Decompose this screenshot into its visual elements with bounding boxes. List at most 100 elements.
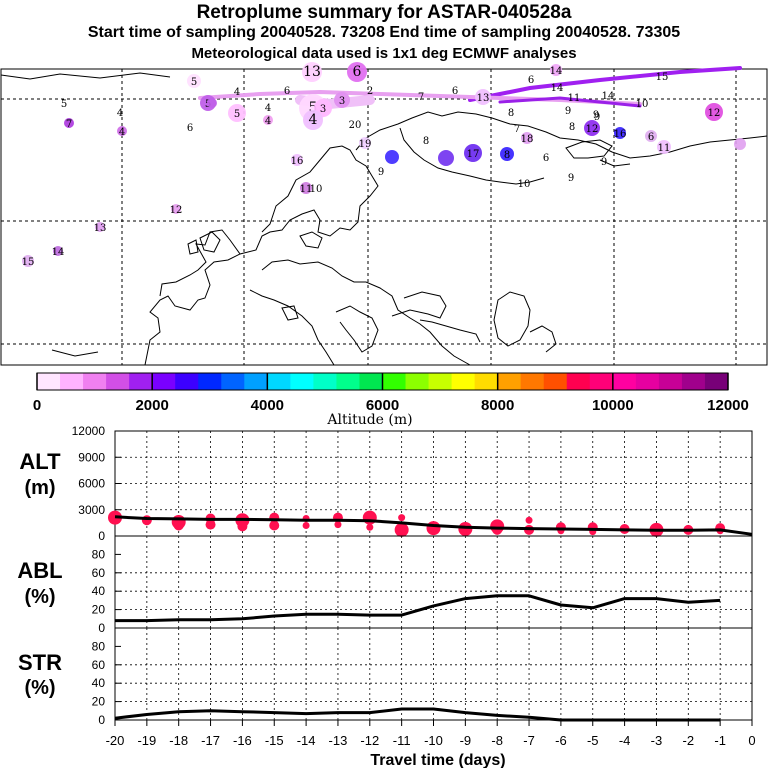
x-tick-label: -6 <box>555 733 567 748</box>
x-tick-label: -9 <box>460 733 472 748</box>
altitude-cluster-point <box>525 516 533 524</box>
altitude-cluster-point <box>366 523 374 531</box>
y-tick-label: 60 <box>92 566 106 580</box>
map-cluster-label: 6 <box>543 153 549 164</box>
colorbar-tick-label: 4000 <box>251 397 284 414</box>
x-tick-label: -17 <box>201 733 220 748</box>
map-cluster-marker <box>705 103 723 121</box>
map-cluster-marker <box>53 246 63 256</box>
y-tick-label: 0 <box>98 529 105 543</box>
map-cluster-marker <box>187 74 201 88</box>
trajectory-line <box>498 96 642 108</box>
altitude-cluster-point <box>458 522 473 536</box>
y-tick-label: 12000 <box>72 424 106 438</box>
map-cluster-marker <box>614 127 626 139</box>
altitude-cluster-point <box>237 521 248 532</box>
map-cluster-marker <box>263 115 273 125</box>
altitude-cluster-point <box>492 524 503 535</box>
panel-label: STR <box>18 650 62 675</box>
map-cluster-label: 8 <box>423 136 429 147</box>
map-cluster-marker <box>95 222 105 232</box>
colorbar-swatch <box>658 373 683 390</box>
map-panel: 1361415546253761361411141055454347899124… <box>0 62 768 366</box>
map-cluster-label: 16 <box>291 156 304 167</box>
map-cluster-label: 6 <box>284 86 290 97</box>
map-cluster-marker <box>645 130 657 142</box>
map-cluster-marker <box>171 204 181 214</box>
colorbar-label: Altitude (m) <box>326 412 412 428</box>
map-cluster-label: 4 <box>234 87 240 98</box>
map-cluster-label: 14 <box>602 91 615 102</box>
colorbar-swatch <box>175 373 199 390</box>
map-cluster-label: 9 <box>594 112 600 123</box>
trajectory-line <box>468 66 742 102</box>
map-cluster-marker <box>438 150 454 166</box>
map-cluster-label: 11 <box>568 93 581 104</box>
colorbar-swatch <box>60 373 84 390</box>
colorbar-tick-label: 8000 <box>481 397 514 414</box>
altitude-cluster-point <box>269 520 280 531</box>
map-cluster-label: 5 <box>61 99 67 110</box>
x-tick-label: -15 <box>265 733 284 748</box>
altitude-cluster-point <box>398 514 406 522</box>
panel-unit: (%) <box>24 586 55 608</box>
panel-label: ALT <box>19 449 61 474</box>
map-cluster-label: 8 <box>569 122 575 133</box>
x-tick-label: -4 <box>619 733 631 748</box>
altitude-cluster-point <box>302 522 310 529</box>
map-cluster-label: 20 <box>349 120 362 131</box>
x-axis-label: Travel time (days) <box>370 752 505 768</box>
map-cluster-label: 7 <box>418 92 424 103</box>
y-tick-label: 0 <box>98 621 105 635</box>
map-cluster-label: 14 <box>52 247 65 258</box>
y-tick-label: 20 <box>92 603 106 617</box>
map-cluster-label: 12 <box>708 108 721 119</box>
map-cluster-label: 5 <box>234 109 240 120</box>
x-tick-label: -2 <box>683 733 695 748</box>
x-tick-label: 0 <box>748 733 755 748</box>
colorbar-swatch <box>336 373 360 390</box>
colorbar-swatch <box>152 373 176 390</box>
meteo-info: Meteorological data used is 1x1 deg ECMW… <box>191 45 577 62</box>
map-cluster-marker <box>657 140 671 154</box>
map-cluster-marker <box>64 118 74 128</box>
map-cluster-label: 4 <box>119 127 125 138</box>
x-tick-label: -10 <box>424 733 443 748</box>
map-cluster-label: 10 <box>518 179 531 190</box>
map-cluster-label: 6 <box>452 86 458 97</box>
map-cluster-label: 4 <box>309 112 318 128</box>
colorbar-swatch <box>474 373 499 390</box>
y-tick-label: 0 <box>98 713 105 727</box>
y-tick-label: 6000 <box>78 477 105 491</box>
map-cluster-marker <box>22 255 34 267</box>
x-tick-label: -20 <box>106 733 125 748</box>
map-cluster-label: 13 <box>303 64 321 80</box>
map-cluster-label: 11 <box>300 184 313 195</box>
colorbar-swatch <box>543 373 568 390</box>
map-cluster-label: 3 <box>339 96 345 107</box>
x-tick-label: -8 <box>491 733 503 748</box>
y-tick-label: 40 <box>92 584 106 598</box>
map-cluster-label: 9 <box>568 173 574 184</box>
map-cluster-marker <box>464 144 482 162</box>
chart-title: Retroplume summary for ASTAR-040528a <box>196 2 572 23</box>
map-cluster-label: 10 <box>636 99 649 110</box>
colorbar-swatch <box>704 373 729 390</box>
panel-label: ABL <box>17 558 62 583</box>
x-tick-label: -11 <box>393 733 411 748</box>
colorbar-swatch <box>290 373 314 390</box>
colorbar-swatch <box>405 373 430 390</box>
x-tick-label: -13 <box>329 733 348 748</box>
map-cluster-label: 13 <box>94 223 107 234</box>
panel-unit: (m) <box>24 477 55 499</box>
colorbar-swatch <box>681 373 706 390</box>
colorbar-swatch <box>428 373 453 390</box>
series-line <box>115 594 721 623</box>
colorbar-swatch <box>589 373 614 390</box>
map-cluster-label: 13 <box>477 93 490 104</box>
colorbar-swatch <box>612 373 637 390</box>
map-cluster-marker <box>359 137 371 149</box>
map-cluster-label: 18 <box>521 134 534 145</box>
x-tick-label: -5 <box>587 733 599 748</box>
map-cluster-marker <box>117 126 127 136</box>
